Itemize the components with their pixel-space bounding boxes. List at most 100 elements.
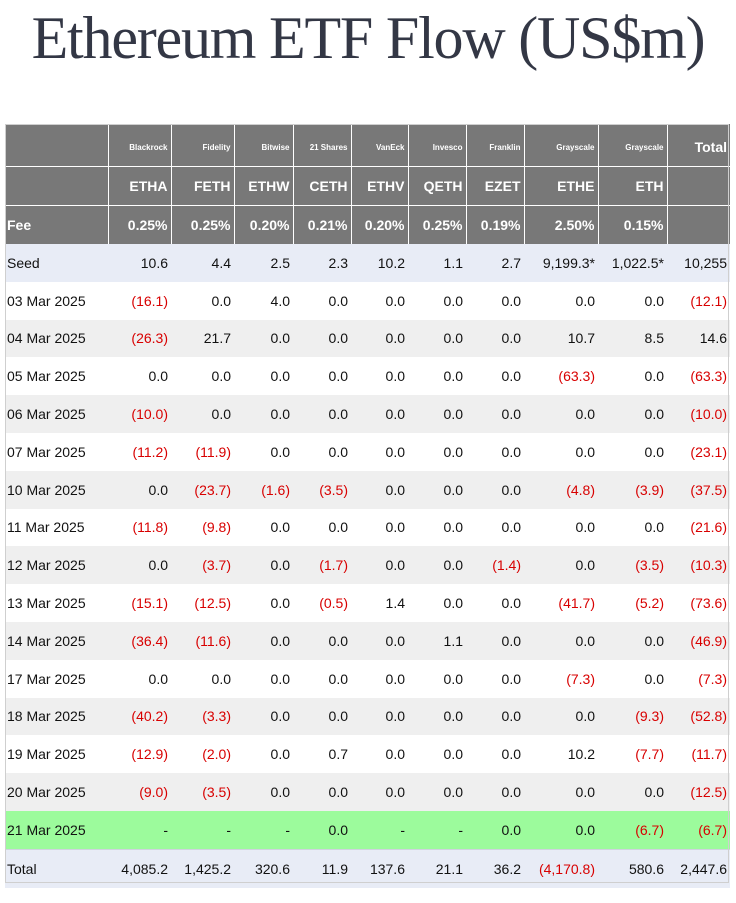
row-label: 17 Mar 2025: [5, 659, 108, 698]
flow-value-cell: 0.0: [293, 773, 351, 811]
issuer-header-row: Blackrock Fidelity Bitwise 21 Shares VanEck I…: [5, 124, 730, 167]
table-row: 21 Mar 2025- - -0.0- -0.0 0.0 (6.7) (6.7): [5, 810, 730, 850]
issuer-header-cell: Blackrock: [108, 124, 172, 167]
flow-value-cell: (9.8): [171, 508, 234, 547]
flow-value-cell: 0.0: [524, 395, 598, 433]
table-row: 04 Mar 2025 (26.3) 21.7 0.0 0.0 0.0 0.0 0.0 10.7…: [5, 319, 730, 358]
flow-value-cell: 0.0: [293, 281, 351, 320]
flow-value-cell: 10.2: [351, 244, 408, 282]
flow-value-cell: -: [408, 810, 466, 850]
header-blank-cell: [5, 124, 109, 167]
flow-value-cell: 0.0: [108, 546, 171, 585]
row-total-cell: (10.0): [667, 395, 730, 433]
flow-value-cell: 0.0: [351, 470, 408, 509]
flow-value-cell: 0.0: [466, 281, 524, 320]
flow-value-cell: 320.6: [234, 848, 293, 888]
flow-value-cell: 0.0: [293, 621, 351, 660]
flow-value-cell: 0.0: [408, 508, 466, 547]
flow-value-cell: 4,085.2: [108, 848, 171, 888]
row-total-cell: (11.7): [667, 735, 730, 774]
row-label: 04 Mar 2025: [5, 319, 108, 358]
flow-value-cell: 0.0: [171, 395, 234, 433]
flow-value-cell: 4.4: [171, 244, 234, 282]
row-label: 10 Mar 2025: [5, 470, 108, 509]
flow-value-cell: 0.0: [408, 584, 466, 622]
flow-value-cell: 0.0: [171, 357, 234, 396]
flow-value-cell: (10.0): [108, 395, 171, 433]
flow-value-cell: (4.8): [524, 470, 598, 509]
flow-value-cell: 0.0: [466, 659, 524, 698]
flow-value-cell: -: [171, 810, 234, 850]
fee-cell: 0.25%: [171, 205, 235, 244]
row-total-cell: (7.3): [667, 659, 730, 698]
table-row: 06 Mar 2025 (10.0) 0.0 0.0 0.0 0.0 0.0 0.0 0.0 0.…: [5, 395, 730, 433]
seed-row: Seed 10.6 4.4 2.5 2.3 10.2 1.1 2.7 9,199.3* 1,022…: [5, 244, 730, 282]
row-total-cell: (23.1): [667, 432, 730, 471]
row-total-cell: (12.1): [667, 281, 730, 320]
flow-value-cell: 0.0: [108, 659, 171, 698]
flow-value-cell: (36.4): [108, 621, 171, 660]
ticker-header-cell: FETH: [171, 166, 235, 206]
table-row: 17 Mar 2025 0.0 0.0 0.0 0.0 0.0 0.0 0.0 (7.3) 0.0…: [5, 659, 730, 698]
table-row: 13 Mar 2025 (15.1) (12.5) 0.0 (0.5) 1.4 0.0 0.0…: [5, 584, 730, 622]
flow-value-cell: (63.3): [524, 357, 598, 396]
flow-value-cell: (4,170.8): [524, 848, 598, 888]
flow-value-cell: -: [351, 810, 408, 850]
flow-value-cell: (9.0): [108, 773, 171, 811]
flow-value-cell: -: [234, 810, 293, 850]
flow-value-cell: 0.0: [598, 508, 667, 547]
ticker-header-cell: ETHV: [351, 166, 409, 206]
row-label: 19 Mar 2025: [5, 735, 108, 774]
row-label: 18 Mar 2025: [5, 697, 108, 736]
row-label: 06 Mar 2025: [5, 395, 108, 433]
flow-value-cell: 0.0: [466, 319, 524, 358]
flow-value-cell: (3.5): [171, 773, 234, 811]
header-blank-cell: [5, 166, 109, 206]
flow-value-cell: 0.0: [408, 735, 466, 774]
row-total-cell: 2,447.6: [667, 848, 730, 888]
ticker-header-cell: ETHE: [524, 166, 599, 206]
flow-value-cell: 0.0: [293, 357, 351, 396]
flow-value-cell: 0.0: [351, 546, 408, 585]
ticker-header-cell: ETHA: [108, 166, 172, 206]
flow-value-cell: (11.6): [171, 621, 234, 660]
flow-value-cell: 1,425.2: [171, 848, 234, 888]
flow-value-cell: 0.0: [408, 773, 466, 811]
flow-value-cell: 0.0: [408, 470, 466, 509]
flow-value-cell: 0.0: [598, 395, 667, 433]
flow-value-cell: 0.0: [598, 357, 667, 396]
header-blank-cell: [667, 205, 730, 244]
table-row: 12 Mar 2025 0.0 (3.7) 0.0 (1.7) 0.0 0.0 (1.4) 0.…: [5, 546, 730, 585]
flow-value-cell: (23.7): [171, 470, 234, 509]
row-total-cell: (10.3): [667, 546, 730, 585]
flow-value-cell: 0.0: [351, 735, 408, 774]
flow-value-cell: 0.0: [408, 697, 466, 736]
flow-value-cell: 0.0: [408, 357, 466, 396]
table-body: Blackrock Fidelity Bitwise 21 Shares VanEck I…: [5, 124, 730, 888]
fee-cell: 0.25%: [408, 205, 467, 244]
flow-value-cell: 0.0: [293, 697, 351, 736]
flow-value-cell: 0.0: [466, 470, 524, 509]
row-total-cell: (37.5): [667, 470, 730, 509]
flow-value-cell: -: [108, 810, 171, 850]
flow-value-cell: 0.0: [234, 546, 293, 585]
flow-value-cell: 0.0: [234, 357, 293, 396]
flow-value-cell: (3.9): [598, 470, 667, 509]
table-row: 07 Mar 2025 (11.2) (11.9) 0.0 0.0 0.0 0.0 0.0 0.…: [5, 432, 730, 471]
ticker-header-row: ETHA FETH ETHW CETH ETHV QETH EZET ETHE ETH: [5, 166, 730, 206]
flow-value-cell: 0.0: [466, 508, 524, 547]
header-blank-cell: [667, 166, 730, 206]
flow-value-cell: 0.0: [524, 773, 598, 811]
fee-cell: 0.19%: [466, 205, 525, 244]
flow-value-cell: 0.0: [234, 395, 293, 433]
flow-value-cell: 21.7: [171, 319, 234, 358]
row-label: 21 Mar 2025: [5, 810, 108, 850]
table-row: 18 Mar 2025 (40.2) (3.3) 0.0 0.0 0.0 0.0 0.0 0.0…: [5, 697, 730, 736]
fee-cell: 0.25%: [108, 205, 172, 244]
flow-value-cell: 0.0: [293, 395, 351, 433]
flow-value-cell: 9,199.3*: [524, 244, 598, 282]
row-label: 13 Mar 2025: [5, 584, 108, 622]
flow-value-cell: 0.0: [108, 357, 171, 396]
row-label: 05 Mar 2025: [5, 357, 108, 396]
flow-value-cell: 0.0: [293, 810, 351, 850]
